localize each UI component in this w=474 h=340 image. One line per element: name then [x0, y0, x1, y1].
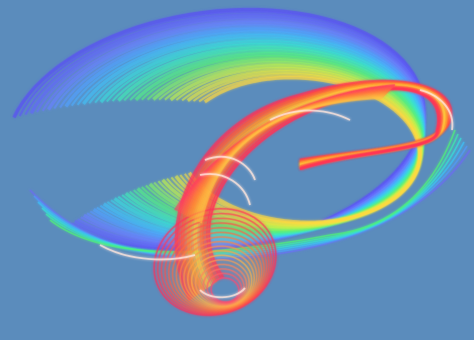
highlight-strand	[99, 244, 196, 261]
rim-band	[41, 137, 462, 256]
spiral-loop	[194, 259, 250, 307]
highlight-strand	[269, 109, 351, 121]
rim-band	[33, 145, 468, 259]
highlight-strands	[99, 89, 454, 299]
rim-band	[45, 133, 459, 254]
spiral-loop	[198, 263, 248, 306]
rim-band	[49, 129, 456, 253]
highlight-strand	[204, 155, 256, 181]
highlight-strand	[419, 89, 454, 131]
tube-band	[200, 97, 383, 224]
rim-band	[29, 149, 471, 261]
highlight-strand	[199, 287, 246, 299]
rim-band	[37, 141, 465, 257]
inner-coil-bands	[153, 79, 453, 317]
spiral-loop	[190, 254, 253, 307]
highlight-strand	[199, 173, 251, 206]
swirl-band	[188, 75, 422, 225]
